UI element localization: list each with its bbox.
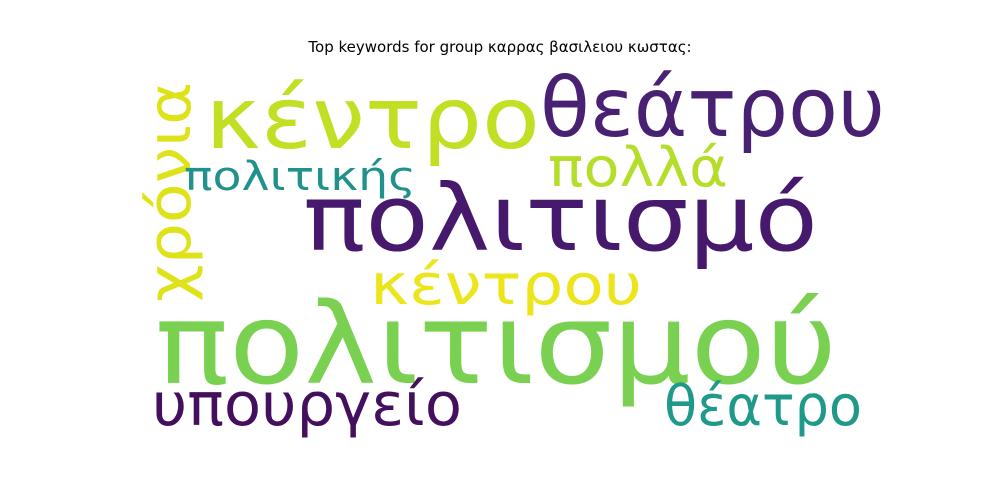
word-kentrou: κέντρου [370, 253, 642, 318]
word-politikis: πολιτικής [184, 154, 416, 200]
word-politismo: πολιτισμό [303, 165, 818, 272]
word-theatro: θέατρο [664, 374, 862, 439]
word-kentro: κέντρο [205, 69, 540, 169]
page-title: Top keywords for group καρρας βασιλειου … [308, 38, 692, 56]
word-polla: πολλά [548, 136, 728, 199]
word-xronia: χρόνια [135, 82, 205, 302]
word-ypourgeio: υπουργείο [152, 370, 462, 440]
word-politismou: πολιτισμού [155, 280, 837, 410]
word-theatrou: θεάτρου [540, 61, 885, 156]
